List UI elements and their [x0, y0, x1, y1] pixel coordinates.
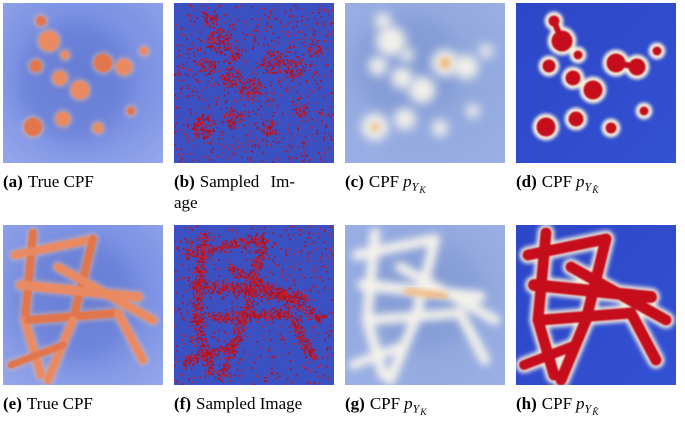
- script-Y-symbol: Y: [412, 401, 420, 416]
- panel-a-true-cpf: [3, 3, 163, 163]
- cpf-sharp-strokes-image: [516, 225, 676, 385]
- panel-g-cpf-estimate: [345, 225, 505, 385]
- subfigure-label-c: (c): [345, 172, 364, 191]
- cpf-smooth-blobs-image: [345, 3, 505, 163]
- caption-e: (e) True CPF: [3, 385, 163, 431]
- caption-f: (f) Sampled Image: [174, 385, 334, 431]
- panel-f-speckles: [174, 225, 334, 385]
- panel-b-speckles: [174, 4, 334, 163]
- caption-text-e: True CPF: [26, 394, 93, 413]
- math-base-p: p: [403, 172, 412, 191]
- subfigure-label-e: (e): [3, 394, 22, 413]
- math-base-p: p: [404, 394, 413, 413]
- cpf-sharp-blobs-image: [516, 3, 676, 163]
- cpf-smooth-strokes-image: [345, 225, 505, 385]
- caption-a: (a) True CPF: [3, 163, 163, 225]
- subfigure-label-h: (h): [516, 394, 537, 413]
- panel-a-blobs: [17, 13, 151, 141]
- caption-text-g: CPF: [369, 394, 401, 413]
- math-base-p: p: [576, 394, 585, 413]
- caption-d: (d) CPF pYK̂: [516, 163, 676, 225]
- caption-b: (b) Sampled Im- age: [174, 163, 334, 225]
- subfigure-label-b: (b): [174, 172, 195, 191]
- caption-g: (g) CPF pYK: [345, 385, 505, 431]
- panel-g-soft-strokes: [348, 227, 501, 385]
- subfigure-label-a: (a): [3, 172, 23, 191]
- subfigure-label-f: (f): [174, 394, 191, 413]
- subfigure-label-d: (d): [516, 172, 537, 191]
- caption-text-b-line2: age: [174, 192, 198, 212]
- caption-text-d: CPF: [541, 172, 573, 191]
- panel-e-strokes: [5, 227, 159, 385]
- script-Y-symbol: Y: [411, 179, 419, 194]
- panel-d-red-blobs: [532, 11, 666, 141]
- panel-e-true-cpf: [3, 225, 163, 385]
- script-Y-symbol: Y: [584, 179, 592, 194]
- math-subscript-K: K: [420, 408, 427, 418]
- panel-b-sampled-image: [174, 3, 334, 163]
- panel-h-red-strokes: [516, 225, 675, 385]
- sampled-strokes-image: [174, 225, 334, 385]
- caption-text-h: CPF: [541, 394, 573, 413]
- math-subscript-K-hat: K̂: [592, 186, 599, 196]
- caption-text-b-line1: Sampled Im-: [199, 172, 296, 191]
- math-p-Y-K: pYK: [403, 172, 426, 196]
- math-subscript-K: K: [419, 186, 426, 196]
- panel-d-cpf-estimate: [516, 3, 676, 163]
- sampled-blobs-image: [174, 3, 334, 163]
- subfigure-label-g: (g): [345, 394, 365, 413]
- script-Y-symbol: Y: [584, 401, 592, 416]
- true-cpf-blobs-image: [3, 3, 163, 163]
- math-p-Y-Khat: pYK̂: [576, 172, 599, 196]
- math-p-Y-K: pYK: [404, 394, 427, 418]
- panel-h-cpf-estimate: [516, 225, 676, 385]
- caption-c: (c) CPF pYK: [345, 163, 505, 225]
- caption-h: (h) CPF pYK̂: [516, 385, 676, 431]
- panel-c-soft-blobs: [352, 12, 493, 141]
- caption-text-a: True CPF: [27, 172, 94, 191]
- caption-text-f: Sampled Image: [195, 394, 303, 413]
- panel-c-cpf-estimate: [345, 3, 505, 163]
- panel-f-sampled-image: [174, 225, 334, 385]
- caption-text-c: CPF: [368, 172, 400, 191]
- math-p-Y-Khat: pYK̂: [576, 394, 599, 418]
- math-subscript-K-hat: K̂: [592, 408, 599, 418]
- math-base-p: p: [576, 172, 585, 191]
- true-cpf-strokes-image: [3, 225, 163, 385]
